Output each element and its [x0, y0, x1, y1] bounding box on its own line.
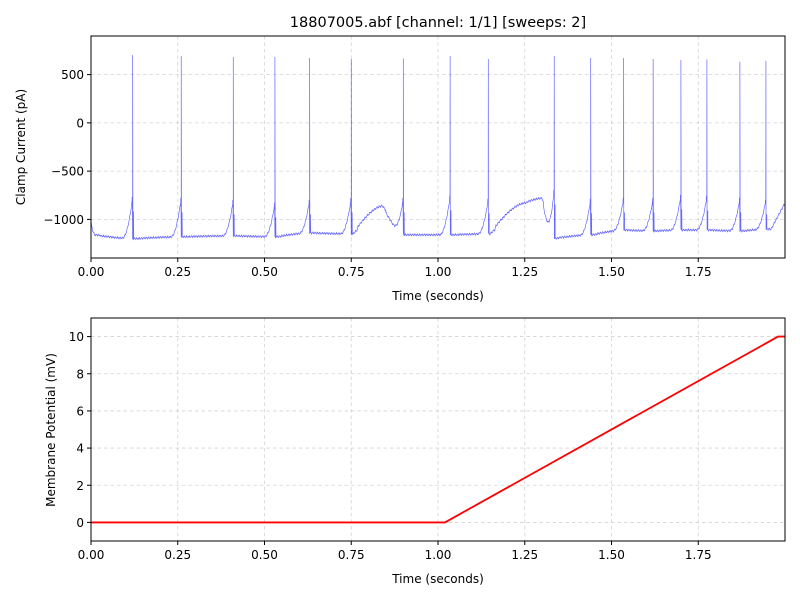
- potential-plot-ylabel: Membrane Potential (mV): [44, 353, 58, 507]
- current-plot: 0.00 0.25 0.50 0.75 1.00 1.25 1.50 1.75 −1000 −50…: [14, 35, 786, 303]
- x-tick-label: 1.25: [511, 265, 538, 279]
- current-plot-frame: [90, 35, 786, 259]
- figure-title: 18807005.abf [channel: 1/1] [sweeps: 2]: [290, 15, 586, 31]
- x-tick-label: 1.50: [598, 548, 625, 562]
- x-tick-label: 0.00: [78, 265, 105, 279]
- y-tick-label: 4: [76, 442, 84, 456]
- x-tick-label: 1.75: [685, 548, 712, 562]
- x-tick-label: 0.75: [338, 548, 365, 562]
- clamp-current-series: [90, 54, 786, 241]
- y-tick-label: 0: [76, 516, 84, 530]
- x-tick-label: 0.75: [338, 265, 365, 279]
- potential-plot-xlabel: Time (seconds): [391, 572, 484, 586]
- y-tick-label: 0: [76, 116, 84, 130]
- potential-plot-frame: [90, 317, 786, 542]
- potential-plot-ticks: 0.00 0.25 0.50 0.75 1.00 1.25 1.50 1.75 0 2 4 6 8 10: [69, 330, 712, 562]
- x-tick-label: 1.75: [685, 265, 712, 279]
- current-plot-ylabel: Clamp Current (pA): [14, 89, 28, 205]
- y-tick-label: −500: [51, 165, 84, 179]
- current-plot-ticks: 0.00 0.25 0.50 0.75 1.00 1.25 1.50 1.75 −1000 −50…: [43, 68, 711, 279]
- x-tick-label: 1.25: [511, 548, 538, 562]
- y-tick-label: 500: [61, 68, 84, 82]
- y-tick-label: 2: [76, 479, 84, 493]
- potential-plot-grid: [90, 318, 785, 541]
- x-tick-label: 0.50: [251, 548, 278, 562]
- x-tick-label: 1.50: [598, 265, 625, 279]
- potential-plot: 0.00 0.25 0.50 0.75 1.00 1.25 1.50 1.750246810 …: [44, 317, 786, 586]
- x-tick-label: 0.50: [251, 265, 278, 279]
- y-tick-label: 8: [76, 367, 84, 381]
- membrane-potential-series: [91, 335, 785, 524]
- y-tick-label: 6: [76, 404, 84, 418]
- x-tick-label: 0.00: [78, 548, 105, 562]
- x-tick-label: 0.25: [164, 548, 191, 562]
- x-tick-label: 0.25: [164, 265, 191, 279]
- x-tick-label: 1.00: [425, 548, 452, 562]
- x-tick-label: 1.00: [425, 265, 452, 279]
- y-tick-label: −1000: [43, 213, 84, 227]
- current-plot-xlabel: Time (seconds): [391, 289, 484, 303]
- y-tick-label: 10: [69, 330, 84, 344]
